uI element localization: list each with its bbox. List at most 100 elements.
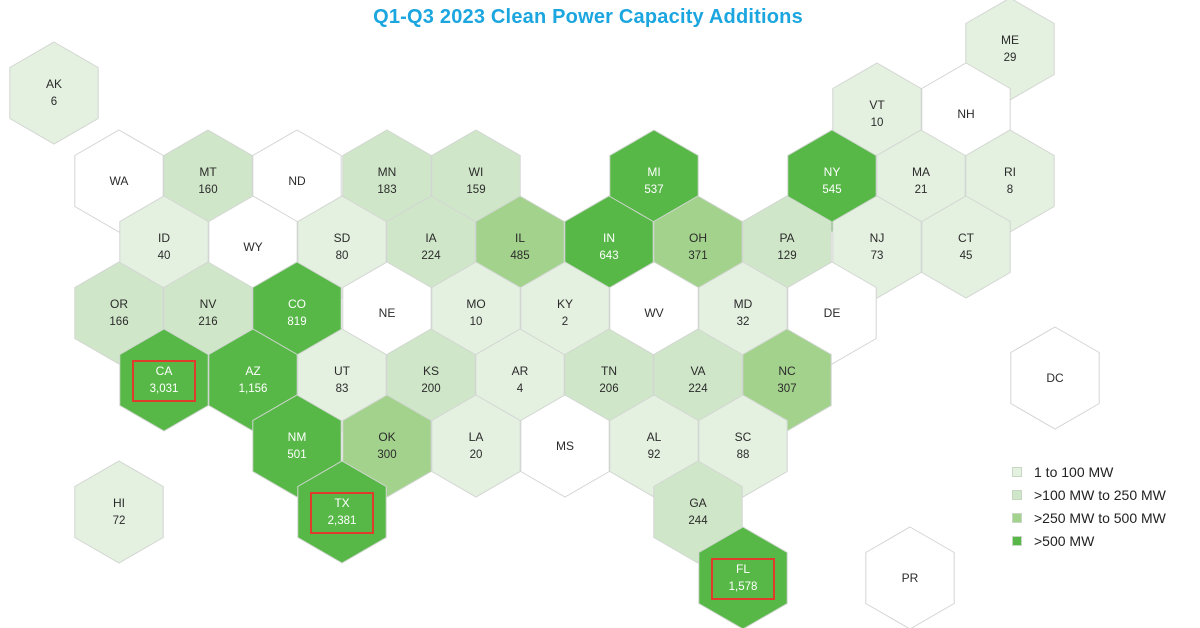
state-tile-nh: NH [921,62,1011,166]
state-abbr-hi: HI [113,496,125,510]
state-tile-pr: PR [865,526,955,628]
state-value-ia: 224 [421,250,441,262]
state-abbr-oh: OH [689,231,707,245]
state-hex-pr [865,526,955,628]
state-value-oh: 371 [688,250,707,262]
state-value-nv: 216 [198,316,217,328]
state-abbr-mt: MT [199,165,217,179]
state-abbr-wy: WY [243,240,262,254]
state-tile-az: AZ 1,156 [208,328,298,432]
state-abbr-dc: DC [1046,371,1064,385]
state-tile-nj: NJ 73 [832,195,922,299]
state-tile-nv: NV 216 [163,261,253,365]
state-tile-ut: UT 83 [297,328,387,432]
state-tile-oh: OH 371 [653,195,743,299]
state-abbr-ky: KY [557,297,573,311]
state-tile-ma: MA 21 [876,129,966,233]
state-value-ks: 200 [421,383,440,395]
state-value-mi: 537 [644,184,663,196]
state-hex-tx [297,460,387,564]
legend-label: >500 MW [1034,532,1095,549]
state-value-md: 32 [737,316,750,328]
state-abbr-nc: NC [778,364,796,378]
state-abbr-ny: NY [824,165,841,179]
state-hex-ms [520,394,610,498]
legend-label: 1 to 100 MW [1034,463,1114,480]
legend-item: >500 MW [1012,529,1166,552]
state-value-az: 1,156 [239,383,268,395]
state-hex-dc [1010,326,1100,430]
state-abbr-de: DE [824,306,841,320]
state-value-ut: 83 [336,383,349,395]
state-hex-ct [921,195,1011,299]
state-value-nc: 307 [777,383,796,395]
state-abbr-sc: SC [735,430,752,444]
highlight-box-ca [132,360,196,402]
state-abbr-mo: MO [466,297,485,311]
state-tile-de: DE [787,261,877,365]
state-hex-or [74,261,164,365]
state-tile-ar: AR 4 [475,328,565,432]
state-abbr-me: ME [1001,33,1019,47]
state-hex-nm [252,394,342,498]
state-value-mo: 10 [470,316,483,328]
state-value-in: 643 [599,250,618,262]
state-tile-mo: MO 10 [431,261,521,365]
legend-swatch [1012,535,1022,546]
state-abbr-va: VA [690,364,705,378]
state-hex-ca [119,328,209,432]
state-abbr-ri: RI [1004,165,1016,179]
state-value-nm: 501 [287,449,306,461]
state-abbr-wi: WI [469,165,484,179]
legend-item: >100 MW to 250 MW [1012,483,1166,506]
state-value-ok: 300 [377,449,396,461]
state-abbr-id: ID [158,231,170,245]
state-tile-fl: FL 1,578 [698,526,788,628]
state-tile-ak: AK 6 [9,41,99,145]
state-value-wi: 159 [466,184,485,196]
state-value-va: 224 [688,383,708,395]
state-abbr-fl: FL [736,562,750,576]
state-abbr-in: IN [603,231,615,245]
state-tile-ri: RI 8 [965,129,1055,233]
state-abbr-ma: MA [912,165,930,179]
state-tile-sd: SD 80 [297,195,387,299]
state-abbr-az: AZ [245,364,260,378]
state-abbr-la: LA [469,430,484,444]
state-abbr-ia: IA [425,231,436,245]
state-abbr-nm: NM [288,430,307,444]
state-tile-vt: VT 10 [832,62,922,166]
state-tile-dc: DC [1010,326,1100,430]
state-abbr-nd: ND [288,174,306,188]
state-abbr-sd: SD [334,231,351,245]
state-value-ar: 4 [517,383,524,395]
state-tile-nc: NC 307 [742,328,832,432]
state-abbr-ak: AK [46,77,62,91]
state-abbr-ct: CT [958,231,975,245]
state-abbr-ca: CA [156,364,173,378]
state-value-ga: 244 [688,515,708,527]
state-tile-or: OR 166 [74,261,164,365]
state-value-ca: 3,031 [150,383,179,395]
state-value-or: 166 [109,316,128,328]
state-tile-ok: OK 300 [342,394,432,498]
state-value-fl: 1,578 [729,581,758,593]
state-tile-wy: WY [208,195,298,299]
state-value-tn: 206 [599,383,618,395]
state-abbr-vt: VT [869,98,885,112]
state-hex-ga [653,460,743,564]
state-hex-sc [698,394,788,498]
state-value-ak: 6 [51,96,57,108]
state-tile-sc: SC 88 [698,394,788,498]
state-tile-il: IL 485 [475,195,565,299]
state-abbr-nh: NH [957,107,974,121]
state-tile-mt: MT 160 [163,129,253,233]
state-abbr-ms: MS [556,439,574,453]
state-abbr-pr: PR [902,571,919,585]
state-tile-nd: ND [252,129,342,233]
state-tile-wa: WA [74,129,164,233]
state-tile-wi: WI 159 [431,129,521,233]
state-abbr-ut: UT [334,364,351,378]
state-value-il: 485 [510,250,529,262]
